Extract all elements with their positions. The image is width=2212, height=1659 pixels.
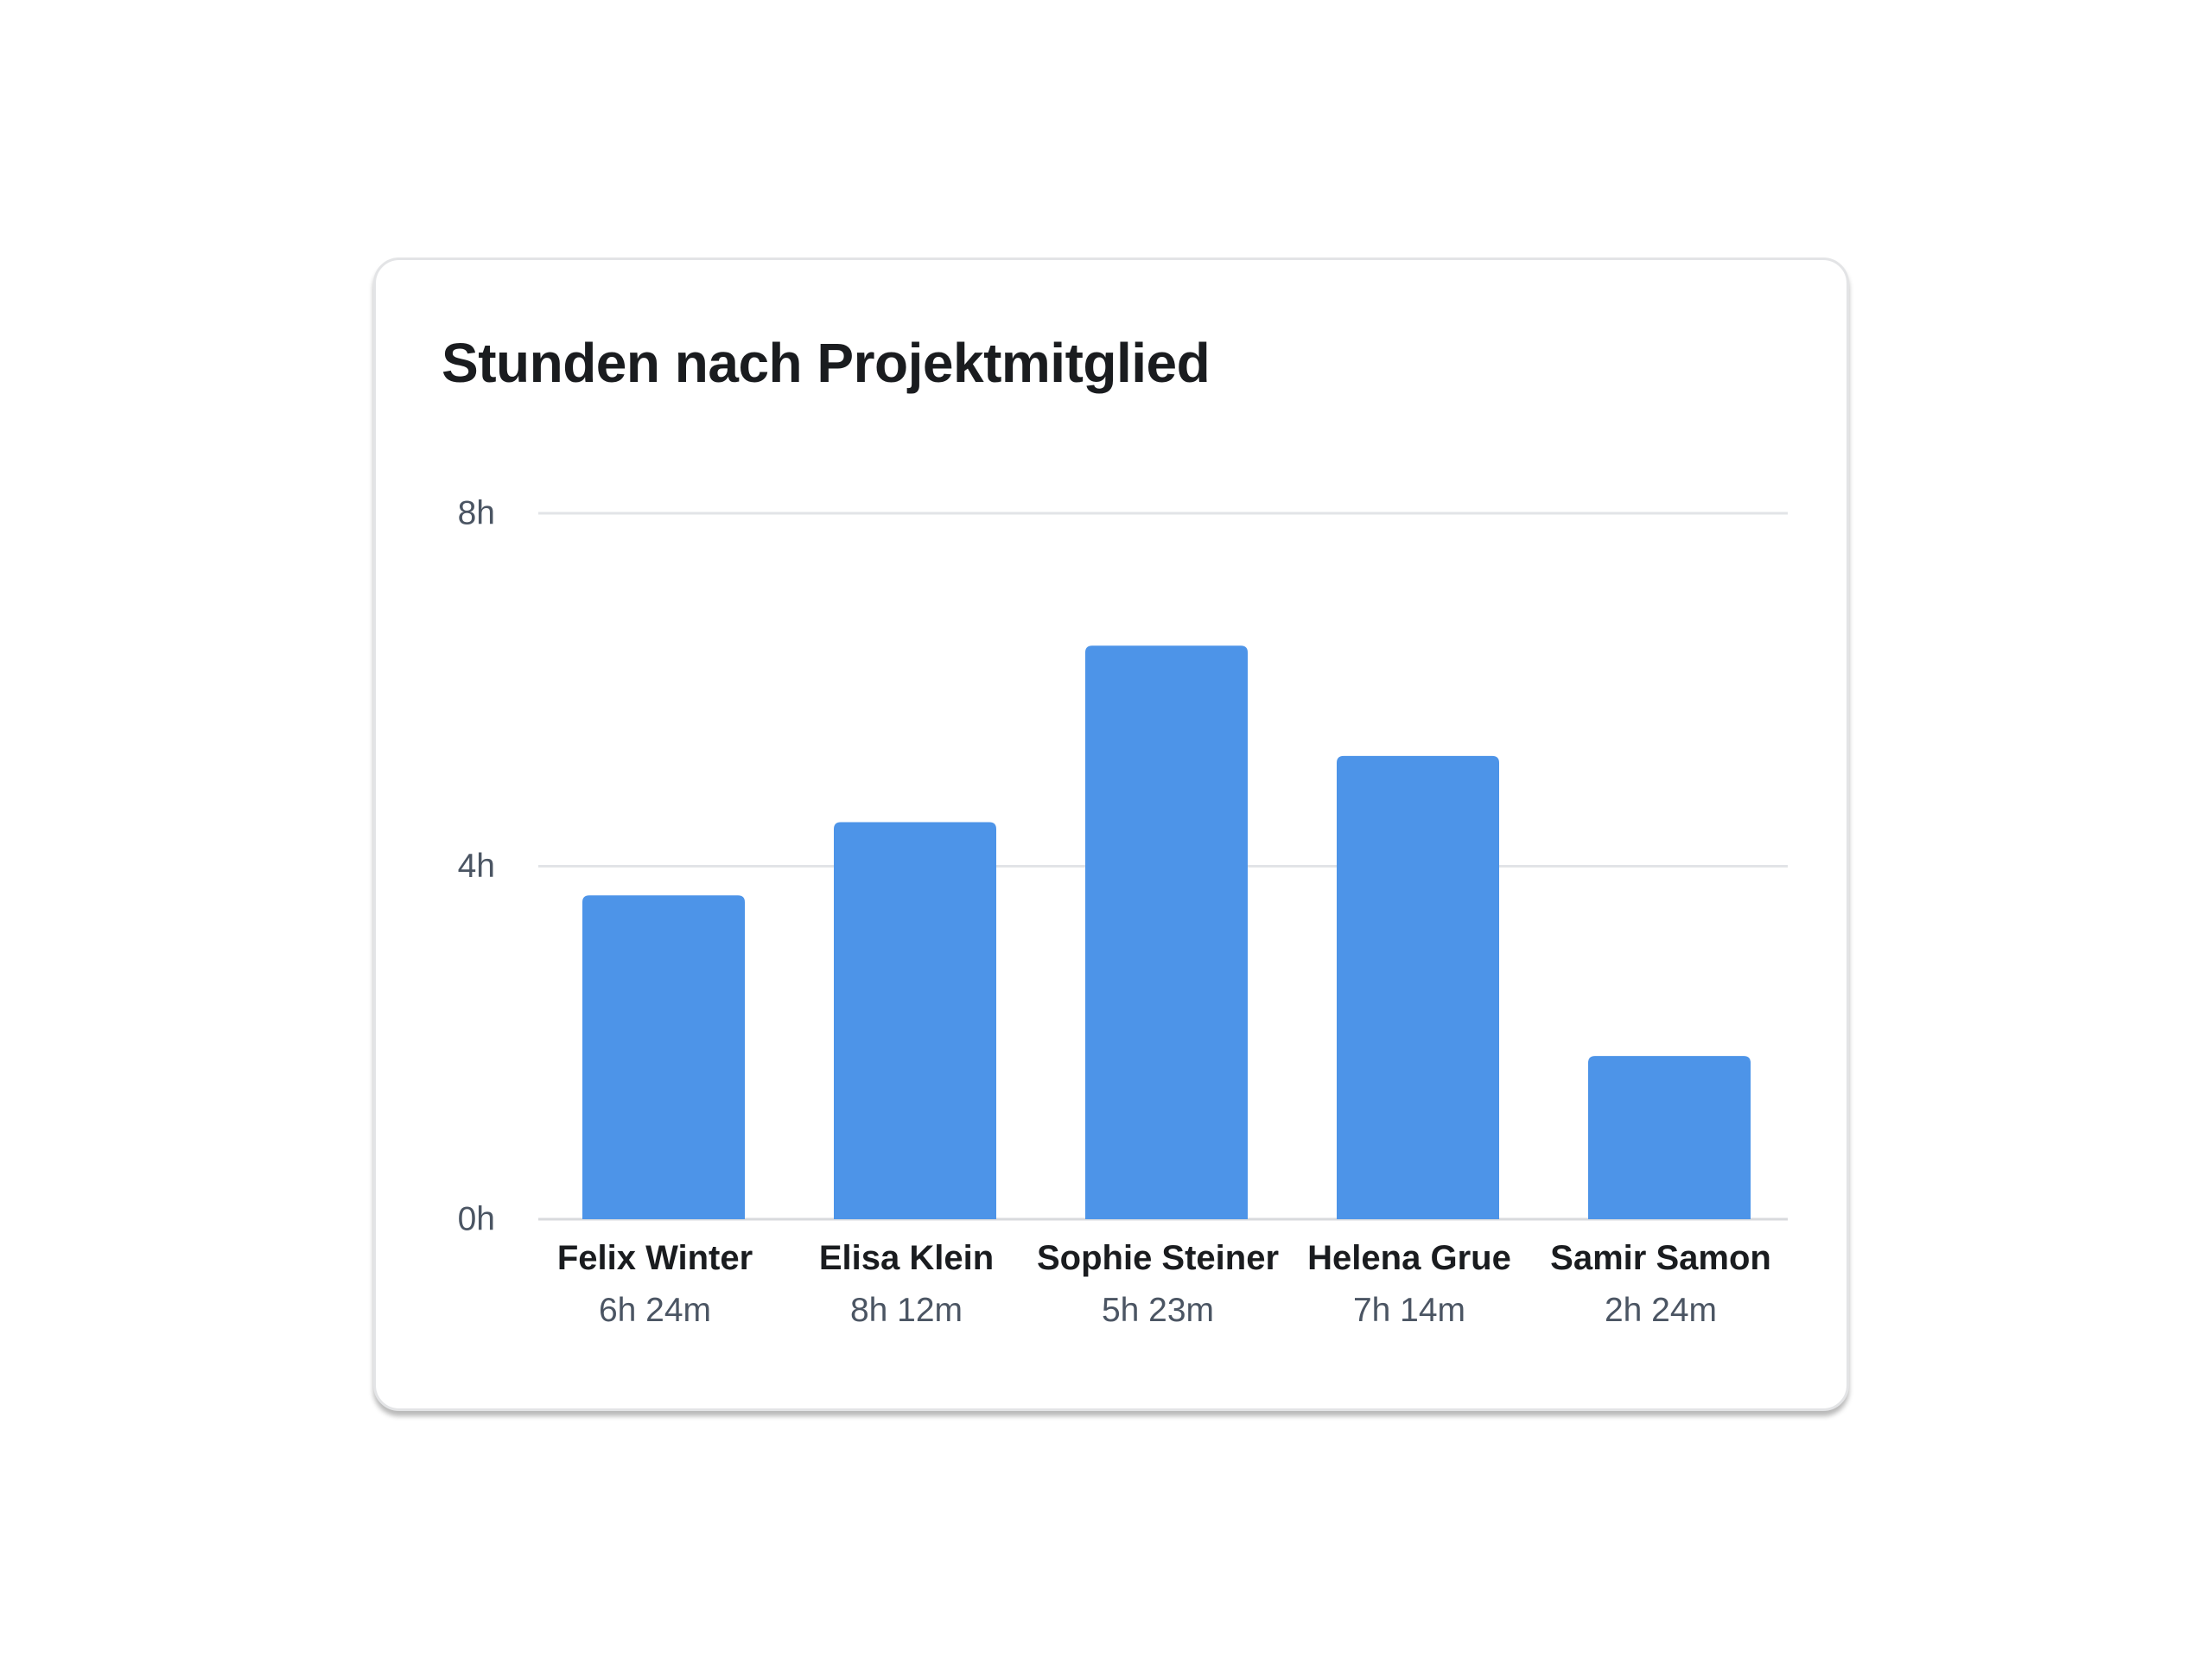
x-category-duration: 7h 14m xyxy=(1353,1292,1465,1329)
x-category-label: Sophie Steiner xyxy=(1037,1239,1279,1277)
bar-4[interactable] xyxy=(1337,755,1499,1219)
x-category-label: Felix Winter xyxy=(557,1239,753,1277)
chart-card: Stunden nach Projektmitglied 0h 4h 8h Felix… xyxy=(373,257,1849,1411)
x-category-label: Elisa Klein xyxy=(819,1239,994,1277)
chart-title: Stunden nach Projektmitglied xyxy=(442,332,1211,394)
bar-5[interactable] xyxy=(1588,1056,1751,1219)
bar-3[interactable] xyxy=(1085,645,1248,1219)
y-tick-label: 4h xyxy=(458,848,495,885)
bar-2[interactable] xyxy=(834,822,996,1219)
x-category-duration: 8h 12m xyxy=(850,1292,963,1329)
x-category-label: Samir Samon xyxy=(1550,1239,1771,1277)
x-category-label: Helena Grue xyxy=(1307,1239,1511,1277)
bar-chart: 0h 4h 8h Felix Winter 6h 24m Elisa Klein 8h 12… xyxy=(458,495,1788,1329)
x-category-duration: 5h 23m xyxy=(1102,1292,1214,1329)
x-category-duration: 2h 24m xyxy=(1605,1292,1717,1329)
bar-1[interactable] xyxy=(582,895,745,1219)
y-tick-label: 8h xyxy=(458,495,495,532)
x-category-duration: 6h 24m xyxy=(599,1292,711,1329)
y-tick-label: 0h xyxy=(458,1201,495,1238)
